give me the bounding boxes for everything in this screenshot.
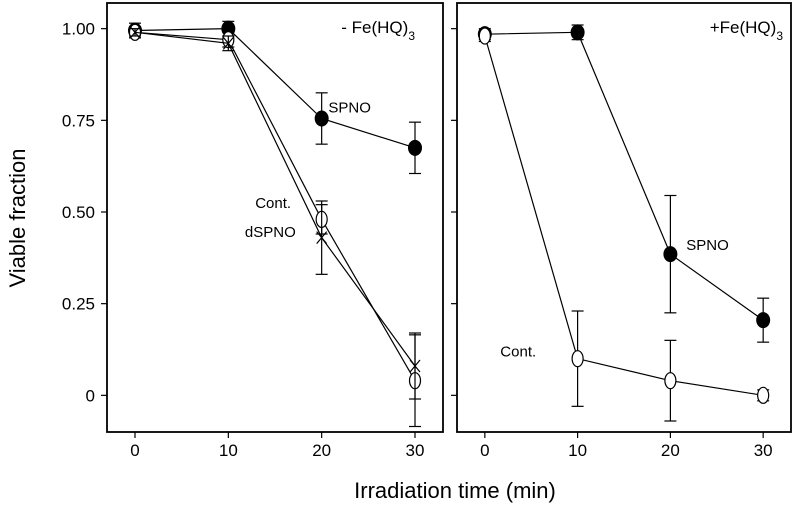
data-point — [664, 372, 677, 390]
annotation-label: dSPNO — [245, 224, 296, 241]
data-point — [478, 27, 491, 45]
y-tick-label: 0.50 — [62, 203, 95, 222]
x-axis-label: Irradiation time (min) — [354, 478, 556, 503]
annotation-label: Cont. — [255, 195, 291, 212]
series-line — [484, 31, 764, 321]
x-tick-label: 10 — [568, 441, 587, 460]
annotation-label: SPNO — [328, 100, 371, 117]
x-tick-label: 0 — [130, 441, 139, 460]
x-tick-label: 10 — [219, 441, 238, 460]
data-point — [316, 231, 328, 245]
x-tick-label: 30 — [754, 441, 773, 460]
series-line — [134, 31, 416, 367]
series-line — [134, 31, 416, 381]
data-point — [314, 110, 329, 127]
y-tick-label: 0 — [86, 386, 95, 405]
series-spno — [128, 20, 422, 175]
data-point — [570, 24, 585, 41]
annotation-label: Cont. — [500, 343, 536, 360]
series-spno — [477, 24, 771, 343]
series-line — [134, 28, 416, 149]
data-point — [571, 350, 584, 368]
data-point — [222, 36, 234, 50]
panel-title: +Fe(HQ)3 — [710, 18, 784, 43]
y-tick-label: 1.00 — [62, 20, 95, 39]
series-line — [484, 35, 764, 396]
data-point — [129, 25, 141, 39]
panels: 0 10 20 30 0 0.25 0.50 0.75 1.00 - Fe(HQ)3 SPNO Con… — [62, 2, 792, 460]
plot-frame — [106, 2, 444, 433]
panel-1: 0 10 20 30 0 0.25 0.50 0.75 1.00 - Fe(HQ)3 SPNO Con… — [62, 2, 444, 460]
x-tick-label: 20 — [661, 441, 680, 460]
plot-frame — [456, 2, 792, 433]
y-tick-label: 0.75 — [62, 111, 95, 130]
data-point — [409, 359, 421, 373]
y-axis-label: Viable fraction — [5, 148, 30, 287]
series-cont — [478, 27, 770, 422]
panel-2: 0 10 20 30 +Fe(HQ)3 SPNO Cont. — [451, 2, 792, 460]
x-tick-label: 0 — [480, 441, 489, 460]
x-tick-label: 30 — [406, 441, 425, 460]
data-point — [663, 246, 678, 263]
data-point — [756, 312, 771, 329]
panel-title: - Fe(HQ)3 — [341, 18, 415, 43]
data-point — [408, 139, 422, 156]
series-dspno — [129, 25, 421, 400]
annotation-label: SPNO — [686, 237, 729, 254]
data-point — [757, 386, 770, 404]
y-tick-label: 0.25 — [62, 295, 95, 314]
x-tick-label: 20 — [312, 441, 331, 460]
